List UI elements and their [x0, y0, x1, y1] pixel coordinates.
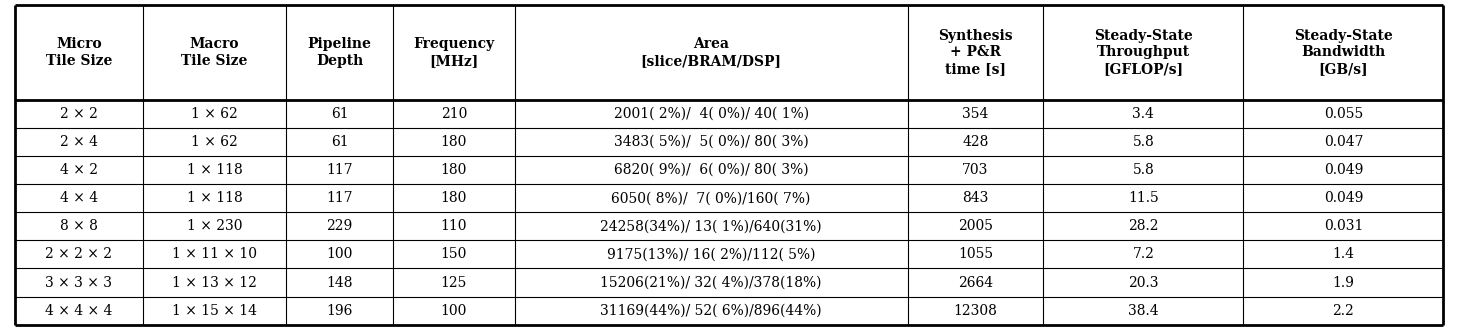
Text: 1 × 230: 1 × 230 — [187, 219, 242, 233]
Text: 0.049: 0.049 — [1324, 163, 1363, 177]
Text: Steady-State
Bandwidth
[GB/s]: Steady-State Bandwidth [GB/s] — [1295, 29, 1392, 76]
Text: Steady-State
Throughput
[GFLOP/s]: Steady-State Throughput [GFLOP/s] — [1094, 29, 1193, 76]
Text: 2.2: 2.2 — [1333, 304, 1354, 318]
Text: 2 × 2 × 2: 2 × 2 × 2 — [45, 247, 112, 261]
Text: 0.031: 0.031 — [1324, 219, 1363, 233]
Text: 1055: 1055 — [958, 247, 993, 261]
Text: 3.4: 3.4 — [1133, 107, 1155, 121]
Text: 20.3: 20.3 — [1128, 275, 1159, 289]
Text: 100: 100 — [327, 247, 353, 261]
Text: 148: 148 — [327, 275, 353, 289]
Text: 703: 703 — [962, 163, 989, 177]
Text: Micro
Tile Size: Micro Tile Size — [45, 37, 112, 68]
Text: 150: 150 — [440, 247, 467, 261]
Text: 100: 100 — [440, 304, 467, 318]
Text: Area
[slice/BRAM/DSP]: Area [slice/BRAM/DSP] — [640, 37, 781, 68]
Text: 5.8: 5.8 — [1133, 135, 1155, 149]
Text: 2001( 2%)/  4( 0%)/ 40( 1%): 2001( 2%)/ 4( 0%)/ 40( 1%) — [614, 107, 809, 121]
Text: 117: 117 — [327, 191, 353, 205]
Text: 15206(21%)/ 32( 4%)/378(18%): 15206(21%)/ 32( 4%)/378(18%) — [601, 275, 822, 289]
Text: 31169(44%)/ 52( 6%)/896(44%): 31169(44%)/ 52( 6%)/896(44%) — [601, 304, 822, 318]
Text: Frequency
[MHz]: Frequency [MHz] — [413, 37, 494, 68]
Text: Synthesis
+ P&R
time [s]: Synthesis + P&R time [s] — [937, 29, 1013, 76]
Text: 61: 61 — [331, 107, 348, 121]
Text: 3 × 3 × 3: 3 × 3 × 3 — [45, 275, 112, 289]
Text: 61: 61 — [331, 135, 348, 149]
Text: 4 × 4 × 4: 4 × 4 × 4 — [45, 304, 112, 318]
Text: 7.2: 7.2 — [1133, 247, 1155, 261]
Text: 24258(34%)/ 13( 1%)/640(31%): 24258(34%)/ 13( 1%)/640(31%) — [601, 219, 822, 233]
Text: 117: 117 — [327, 163, 353, 177]
Text: 2 × 2: 2 × 2 — [60, 107, 98, 121]
Text: 1 × 118: 1 × 118 — [187, 163, 242, 177]
Text: 180: 180 — [440, 135, 467, 149]
Text: 38.4: 38.4 — [1128, 304, 1159, 318]
Text: 2 × 4: 2 × 4 — [60, 135, 98, 149]
Text: 1 × 118: 1 × 118 — [187, 191, 242, 205]
Text: 1 × 11 × 10: 1 × 11 × 10 — [172, 247, 257, 261]
Text: 1 × 15 × 14: 1 × 15 × 14 — [172, 304, 257, 318]
Text: 4 × 2: 4 × 2 — [60, 163, 98, 177]
Text: 1 × 13 × 12: 1 × 13 × 12 — [172, 275, 257, 289]
Text: 229: 229 — [327, 219, 353, 233]
Text: 6050( 8%)/  7( 0%)/160( 7%): 6050( 8%)/ 7( 0%)/160( 7%) — [611, 191, 811, 205]
Text: 8 × 8: 8 × 8 — [60, 219, 98, 233]
Text: 5.8: 5.8 — [1133, 163, 1155, 177]
Text: 0.047: 0.047 — [1324, 135, 1363, 149]
Text: Macro
Tile Size: Macro Tile Size — [181, 37, 248, 68]
Text: 196: 196 — [327, 304, 353, 318]
Text: 3483( 5%)/  5( 0%)/ 80( 3%): 3483( 5%)/ 5( 0%)/ 80( 3%) — [614, 135, 809, 149]
Text: 2664: 2664 — [958, 275, 993, 289]
Text: 6820( 9%)/  6( 0%)/ 80( 3%): 6820( 9%)/ 6( 0%)/ 80( 3%) — [614, 163, 808, 177]
Text: 354: 354 — [962, 107, 989, 121]
Text: 180: 180 — [440, 163, 467, 177]
Text: 843: 843 — [962, 191, 989, 205]
Text: 28.2: 28.2 — [1128, 219, 1159, 233]
Text: 1.9: 1.9 — [1333, 275, 1354, 289]
Text: 1 × 62: 1 × 62 — [191, 107, 238, 121]
Text: 2005: 2005 — [958, 219, 993, 233]
Text: 11.5: 11.5 — [1128, 191, 1159, 205]
Text: 0.049: 0.049 — [1324, 191, 1363, 205]
Text: 4 × 4: 4 × 4 — [60, 191, 98, 205]
Text: 12308: 12308 — [954, 304, 997, 318]
Text: 1.4: 1.4 — [1333, 247, 1354, 261]
Text: 9175(13%)/ 16( 2%)/112( 5%): 9175(13%)/ 16( 2%)/112( 5%) — [607, 247, 815, 261]
Text: 428: 428 — [962, 135, 989, 149]
Text: 125: 125 — [440, 275, 467, 289]
Text: 180: 180 — [440, 191, 467, 205]
Text: 0.055: 0.055 — [1324, 107, 1363, 121]
Text: 110: 110 — [440, 219, 467, 233]
Text: Pipeline
Depth: Pipeline Depth — [308, 37, 372, 68]
Text: 1 × 62: 1 × 62 — [191, 135, 238, 149]
Text: 210: 210 — [440, 107, 467, 121]
